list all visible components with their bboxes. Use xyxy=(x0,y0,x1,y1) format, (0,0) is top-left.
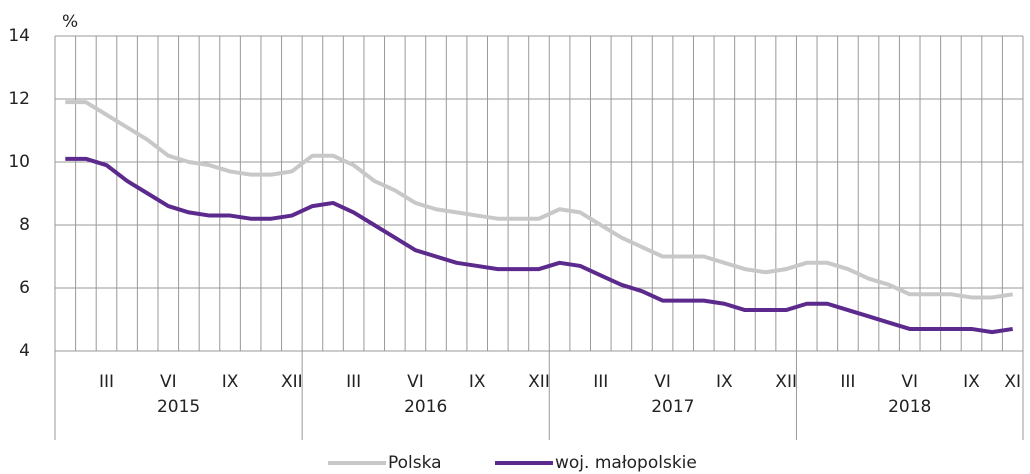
y-tick-label: 10 xyxy=(8,152,30,172)
year-label: 2018 xyxy=(888,397,931,417)
x-tick-label: XII xyxy=(775,372,797,392)
legend-label: woj. małopolskie xyxy=(555,453,697,473)
series-line xyxy=(65,100,1014,300)
x-tick-label: XII xyxy=(281,372,303,392)
y-tick-label: 14 xyxy=(8,26,30,46)
y-tick-label: 4 xyxy=(19,341,30,361)
x-tick-label: VI xyxy=(407,372,424,392)
x-tick-label: IX xyxy=(716,372,733,392)
y-unit: % xyxy=(62,12,78,32)
y-tick-label: 6 xyxy=(19,278,30,298)
x-tick-label: XI xyxy=(1004,372,1021,392)
x-tick-label: XII xyxy=(528,372,550,392)
year-label: 2016 xyxy=(404,397,447,417)
year-label: 2017 xyxy=(651,397,694,417)
x-tick-label: III xyxy=(593,372,608,392)
x-tick-label: IX xyxy=(469,372,486,392)
x-tick-label: IX xyxy=(963,372,980,392)
series-line xyxy=(65,156,1014,335)
y-tick-label: 12 xyxy=(8,89,30,109)
x-tick-label: III xyxy=(99,372,114,392)
y-tick-label: 8 xyxy=(19,215,30,235)
x-tick-label: III xyxy=(346,372,361,392)
year-label: 2015 xyxy=(157,397,200,417)
x-tick-label: IX xyxy=(222,372,239,392)
x-tick-label: VI xyxy=(160,372,177,392)
x-tick-label: III xyxy=(840,372,855,392)
legend-label: Polska xyxy=(388,453,442,473)
x-tick-label: VI xyxy=(654,372,671,392)
x-tick-label: VI xyxy=(901,372,918,392)
